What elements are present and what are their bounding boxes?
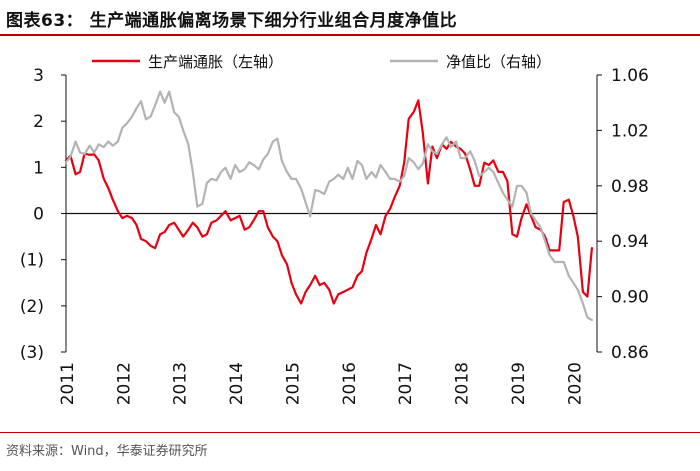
- ticks-group: 3 2 1 0 (1) (2) (3) 1.06 1.02 0.98 0.94 0.90 0.86 201…: [20, 66, 649, 405]
- x-tick-label: 2016: [340, 362, 360, 405]
- legend-label-nav-ratio: 净值比（右轴）: [446, 53, 551, 71]
- right-y-tick-label: 0.98: [611, 177, 649, 197]
- chart-title: 图表63： 生产端通胀偏离场景下细分行业组合月度净值比: [6, 11, 458, 31]
- x-tick-label: 2012: [114, 362, 134, 405]
- x-tick-label: 2013: [171, 362, 191, 405]
- left-y-tick-label: 3: [33, 66, 44, 86]
- x-tick-label: 2014: [227, 362, 247, 405]
- series-line-nav-ratio: [64, 90, 593, 322]
- left-y-tick-label: (1): [20, 251, 44, 271]
- x-tick-label: 2017: [396, 362, 416, 405]
- left-y-tick-label: 2: [33, 112, 44, 132]
- title-rule: [0, 34, 700, 36]
- x-tick-label: 2015: [283, 362, 303, 405]
- left-y-tick-label: 1: [33, 158, 44, 178]
- title-bar: 图表63： 生产端通胀偏离场景下细分行业组合月度净值比: [0, 0, 700, 38]
- x-tick-label: 2020: [565, 362, 585, 405]
- source-note: 资料来源：Wind，华泰证券研究所: [6, 444, 208, 459]
- left-y-tick-label: (2): [20, 297, 44, 317]
- right-y-tick-label: 0.94: [611, 232, 649, 252]
- legend-group: 生产端通胀（左轴） 净值比（右轴）: [92, 53, 551, 71]
- left-y-tick-label: (3): [20, 343, 44, 363]
- right-y-tick-label: 0.86: [611, 343, 649, 363]
- left-y-tick-label: 0: [33, 205, 44, 225]
- x-tick-label: 2019: [509, 362, 529, 405]
- legend-label-ppi: 生产端通胀（左轴）: [148, 53, 283, 71]
- bottom-rule: [0, 432, 700, 433]
- right-y-tick-label: 1.02: [611, 121, 649, 141]
- lines-group: [64, 90, 593, 322]
- line-chart: 3 2 1 0 (1) (2) (3) 1.06 1.02 0.98 0.94 0.90 0.86 201…: [20, 53, 649, 405]
- series-line-ppi: [64, 99, 593, 305]
- x-tick-label: 2011: [58, 362, 78, 405]
- right-y-tick-label: 0.90: [611, 288, 649, 308]
- x-tick-label: 2018: [453, 362, 473, 405]
- right-y-tick-label: 1.06: [611, 66, 649, 86]
